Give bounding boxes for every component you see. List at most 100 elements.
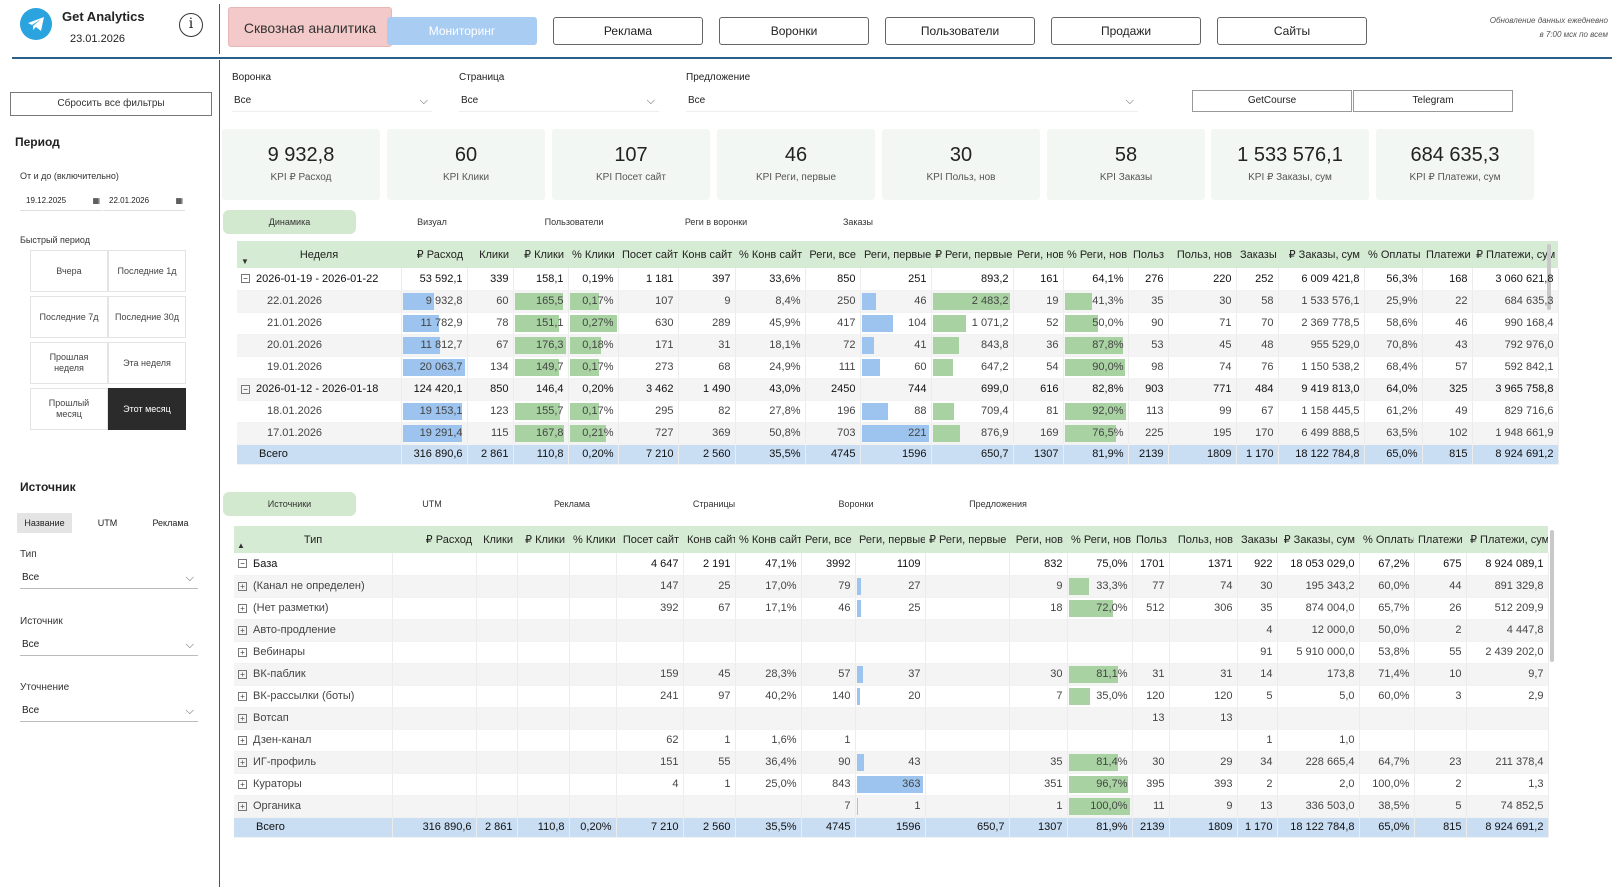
collapse-icon[interactable]: − (238, 559, 247, 569)
column-header[interactable]: % Конв сайт (735, 241, 805, 268)
table-group-row[interactable]: −2026-01-19 - 2026-01-22 53 592,1 339 158,1… (237, 268, 1559, 291)
row-label-cell[interactable]: + Авто-продление (234, 619, 393, 642)
row-label-cell[interactable]: + Дзен-канал (234, 729, 393, 752)
subtab-orders[interactable]: Заказы (842, 217, 874, 227)
refine-dropdown[interactable]: Все ⌵ (20, 700, 198, 722)
column-header[interactable]: % Оплаты (1364, 241, 1422, 268)
column-header[interactable]: Реги, первые (855, 526, 925, 553)
column-header[interactable]: Платежи (1414, 526, 1466, 553)
expand-icon[interactable]: + (238, 735, 247, 745)
row-label-cell[interactable]: + Вебинары (234, 641, 393, 664)
tab-sales[interactable]: Продажи (1051, 17, 1201, 45)
table-group-row[interactable]: − База 4 647 2 191 47,1% 3992 1109 832 75,0% 1701… (234, 553, 1549, 576)
column-header[interactable]: Клики (476, 526, 517, 553)
column-header[interactable]: ₽ Реги, первые (925, 526, 1009, 553)
row-label-cell[interactable]: −2026-01-12 - 2026-01-18 (237, 378, 402, 401)
calendar-icon[interactable]: ▦ (175, 196, 183, 205)
row-label-cell[interactable]: + Кураторы (234, 773, 393, 796)
quick-last-7d[interactable]: Последние 7д (30, 296, 108, 338)
expand-icon[interactable]: + (238, 669, 247, 679)
table-row[interactable]: + ВК-паблик 159 45 28,3% 57 37 30 81,1% 31 31 14 173… (234, 663, 1549, 686)
row-label-cell[interactable]: + ВК-паблик (234, 663, 393, 686)
quick-this-month[interactable]: Этот месяц (108, 388, 186, 430)
row-label-cell[interactable]: 21.01.2026 (237, 312, 402, 335)
tab-end-to-end-analytics[interactable]: Сквозная аналитика (228, 7, 392, 47)
column-header[interactable]: % Клики (568, 241, 618, 268)
tab-funnels[interactable]: Воронки (719, 17, 869, 45)
expand-icon[interactable]: + (238, 713, 247, 723)
column-header[interactable]: ₽ Платежи, сум (1466, 526, 1548, 553)
table-row[interactable]: + ИГ-профиль 151 55 36,4% 90 43 35 81,4% 30 29 34 22… (234, 751, 1549, 774)
subtab-visual[interactable]: Визуал (417, 217, 447, 227)
column-header[interactable]: ₽ Заказы, сум (1278, 241, 1364, 268)
subtab-funnel-regs[interactable]: Реги в воронки (684, 217, 748, 227)
column-header[interactable]: Конв сайт (683, 526, 735, 553)
row-label-cell[interactable]: −2026-01-19 - 2026-01-22 (237, 268, 402, 291)
tab-monitoring[interactable]: Мониторинг (387, 17, 537, 45)
table-row[interactable]: + Авто-продление 4 12 000,0 50,0% 2 4 447,8 (234, 619, 1549, 642)
subtab-pages[interactable]: Страницы (692, 499, 736, 509)
column-header[interactable]: % Реги, нов (1067, 526, 1132, 553)
table-row[interactable]: + Органика 7 1 1 100,0% 11 9 13 336 503,0 38,5% 5 74… (234, 795, 1549, 818)
column-header[interactable]: Посет сайт (618, 241, 678, 268)
column-header[interactable]: % Оплаты (1359, 526, 1414, 553)
column-header[interactable]: Реги, первые (860, 241, 931, 268)
table-row[interactable]: + (Канал не определен) 147 25 17,0% 79 27 9 33,3… (234, 575, 1549, 598)
row-label-cell[interactable]: 20.01.2026 (237, 334, 402, 357)
expand-icon[interactable]: + (238, 801, 247, 811)
column-header[interactable]: ₽ Клики (517, 526, 569, 553)
date-from-input[interactable]: 19.12.2025 ▦ (20, 191, 102, 211)
expand-icon[interactable]: + (238, 647, 247, 657)
scrollbar[interactable] (1547, 244, 1551, 310)
row-label-cell[interactable]: 18.01.2026 (237, 400, 402, 423)
tab-users[interactable]: Пользователи (885, 17, 1035, 45)
column-header[interactable]: Реги, все (801, 526, 855, 553)
column-header[interactable]: Тип (234, 526, 392, 553)
row-label-cell[interactable]: + Органика (234, 795, 393, 818)
column-header[interactable]: ₽ Расход (392, 526, 476, 553)
column-header[interactable]: ₽ Заказы, сум (1277, 526, 1359, 553)
row-label-cell[interactable]: + Вотсап (234, 707, 393, 730)
info-icon[interactable]: i (179, 13, 203, 37)
column-header[interactable]: ₽ Расход (401, 241, 467, 268)
row-label-cell[interactable]: 22.01.2026 (237, 290, 402, 313)
quick-this-week[interactable]: Эта неделя (108, 342, 186, 384)
source-seg-name[interactable]: Название (17, 513, 72, 533)
column-header[interactable]: % Реги, нов (1063, 241, 1128, 268)
column-header[interactable]: Заказы (1236, 241, 1278, 268)
column-header[interactable]: % Конв сайт (735, 526, 801, 553)
expand-icon[interactable]: + (238, 779, 247, 789)
table-row[interactable]: + Дзен-канал 62 1 1,6% 1 1 1,0 (234, 729, 1549, 752)
column-header[interactable]: Заказы (1237, 526, 1277, 553)
column-header[interactable]: Посет сайт (616, 526, 683, 553)
column-header[interactable]: Реги, нов (1009, 526, 1067, 553)
column-header[interactable]: Польз, нов (1168, 241, 1236, 268)
column-header[interactable]: Реги, нов (1013, 241, 1063, 268)
platform-getcourse-button[interactable]: GetCourse (1192, 90, 1352, 112)
column-header[interactable]: ₽ Платежи, сум (1472, 241, 1558, 268)
table-row[interactable]: + ВК-рассылки (боты) 241 97 40,2% 140 20 7 35,0%… (234, 685, 1549, 708)
calendar-icon[interactable]: ▦ (92, 196, 100, 205)
page-dropdown[interactable]: Все ⌵ (459, 90, 659, 112)
subtab-sources[interactable]: Источники (223, 492, 356, 516)
column-header[interactable]: Польз (1132, 526, 1169, 553)
column-header[interactable]: Клики (467, 241, 513, 268)
column-header[interactable]: ₽ Реги, первые (931, 241, 1013, 268)
expand-icon[interactable]: + (238, 691, 247, 701)
subtab-users[interactable]: Пользователи (544, 217, 604, 227)
column-header[interactable]: Платежи (1422, 241, 1472, 268)
collapse-icon[interactable]: − (241, 274, 250, 284)
row-label-cell[interactable]: 19.01.2026 (237, 356, 402, 379)
column-header[interactable]: ₽ Клики (513, 241, 568, 268)
offer-dropdown[interactable]: Все ⌵ (686, 90, 1138, 112)
funnel-dropdown[interactable]: Все ⌵ (232, 90, 432, 112)
subtab-offers[interactable]: Предложения (969, 499, 1027, 509)
source-dropdown[interactable]: Все ⌵ (20, 634, 198, 656)
row-label-cell[interactable]: 17.01.2026 (237, 422, 402, 445)
source-seg-ads[interactable]: Реклама (152, 518, 189, 528)
table-row[interactable]: 20.01.2026 11 812,7 67 176,3 0,18% 171 31 18,1%… (237, 334, 1559, 357)
expand-icon[interactable]: + (238, 625, 247, 635)
tab-ads[interactable]: Реклама (553, 17, 703, 45)
expand-icon[interactable]: + (238, 757, 247, 767)
expand-icon[interactable]: + (238, 603, 247, 613)
